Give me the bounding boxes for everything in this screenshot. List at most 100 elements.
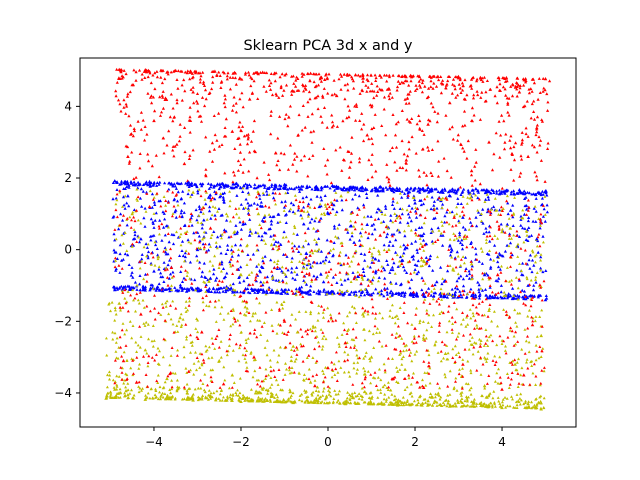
- cloud-point: [414, 292, 419, 296]
- cloud-point: [544, 269, 548, 272]
- cloud-point: [196, 109, 200, 113]
- cloud-point: [421, 147, 425, 151]
- cloud-point: [353, 275, 357, 278]
- cloud-point: [503, 231, 507, 234]
- cloud-point: [335, 125, 339, 128]
- cloud-point: [360, 185, 364, 188]
- cloud-point: [281, 289, 285, 293]
- cloud-point: [295, 75, 299, 79]
- cloud-point: [281, 235, 285, 239]
- cloud-point: [400, 195, 404, 199]
- cloud-point: [269, 400, 273, 403]
- cloud-point: [442, 292, 446, 295]
- cloud-point: [313, 96, 317, 100]
- cloud-point: [198, 352, 202, 355]
- cloud-point: [201, 394, 205, 397]
- cloud-point: [160, 238, 164, 242]
- cloud-point: [117, 375, 121, 378]
- cloud-point: [263, 290, 267, 294]
- cloud-point: [283, 400, 287, 404]
- cloud-point: [364, 351, 368, 354]
- cloud-point: [533, 403, 536, 407]
- cloud-point: [303, 86, 307, 90]
- cloud-point: [156, 381, 160, 384]
- cloud-point: [147, 354, 151, 358]
- cloud-point: [191, 288, 195, 292]
- cloud-point: [293, 359, 297, 363]
- cloud-point: [189, 119, 193, 122]
- cloud-point: [273, 396, 277, 399]
- cloud-point: [361, 267, 365, 270]
- cloud-point: [530, 143, 534, 147]
- cloud-point: [164, 301, 168, 305]
- cloud-point: [246, 287, 250, 290]
- cloud-point: [170, 395, 174, 399]
- cloud-point: [186, 308, 190, 312]
- cloud-point: [162, 280, 166, 283]
- cloud-point: [409, 382, 413, 386]
- cloud-point: [475, 368, 479, 372]
- cloud-point: [150, 164, 154, 168]
- cloud-point: [426, 145, 430, 149]
- cloud-point: [123, 206, 127, 210]
- cloud-point: [285, 255, 289, 258]
- cloud-point: [253, 278, 257, 282]
- cloud-point: [523, 248, 527, 252]
- cloud-point: [166, 201, 170, 204]
- cloud-point: [312, 129, 316, 133]
- cloud-point: [322, 211, 326, 215]
- cloud-point: [539, 253, 543, 256]
- cloud-point: [187, 287, 191, 291]
- cloud-point: [361, 79, 365, 83]
- cloud-point: [421, 245, 424, 248]
- cloud-point: [140, 77, 144, 81]
- cloud-point: [352, 277, 356, 281]
- cloud-point: [378, 388, 382, 391]
- cloud-point: [459, 193, 463, 196]
- cloud-point: [290, 241, 294, 245]
- cloud-point: [316, 229, 320, 232]
- cloud-point: [332, 188, 337, 192]
- cloud-point: [183, 126, 187, 129]
- cloud-point: [373, 73, 377, 77]
- cloud-point: [516, 311, 520, 315]
- cloud-point: [284, 266, 288, 270]
- cloud-point: [256, 190, 260, 193]
- cloud-point: [274, 240, 278, 243]
- cloud-point: [205, 304, 208, 307]
- cloud-point: [109, 392, 113, 396]
- cloud-point: [150, 356, 154, 359]
- cloud-point: [437, 297, 441, 300]
- cloud-point: [371, 311, 375, 315]
- cloud-point: [214, 320, 218, 323]
- cloud-point: [503, 87, 507, 91]
- cloud-point: [281, 279, 285, 282]
- cloud-point: [158, 95, 162, 99]
- cloud-point: [529, 360, 533, 364]
- cloud-point: [295, 247, 299, 250]
- cloud-point: [477, 312, 481, 316]
- cloud-point: [401, 290, 405, 294]
- cloud-point: [190, 396, 194, 399]
- cloud-point: [133, 280, 137, 284]
- cloud-point: [157, 363, 161, 366]
- cloud-point: [116, 98, 121, 102]
- cloud-point: [136, 180, 140, 184]
- cloud-point: [149, 283, 153, 287]
- cloud-point: [310, 140, 314, 144]
- cloud-point: [402, 341, 406, 345]
- cloud-point: [366, 178, 370, 181]
- cloud-point: [474, 215, 478, 219]
- cloud-point: [355, 187, 359, 191]
- cloud-point: [507, 237, 511, 240]
- cloud-point: [436, 190, 440, 193]
- cloud-point: [543, 180, 547, 183]
- cloud-point: [230, 254, 234, 258]
- cloud-point: [426, 404, 429, 407]
- cloud-point: [162, 261, 166, 264]
- cloud-point: [323, 203, 327, 206]
- cloud-point: [487, 275, 491, 279]
- cloud-point: [375, 210, 379, 214]
- cloud-point: [418, 119, 422, 123]
- cloud-point: [398, 220, 402, 224]
